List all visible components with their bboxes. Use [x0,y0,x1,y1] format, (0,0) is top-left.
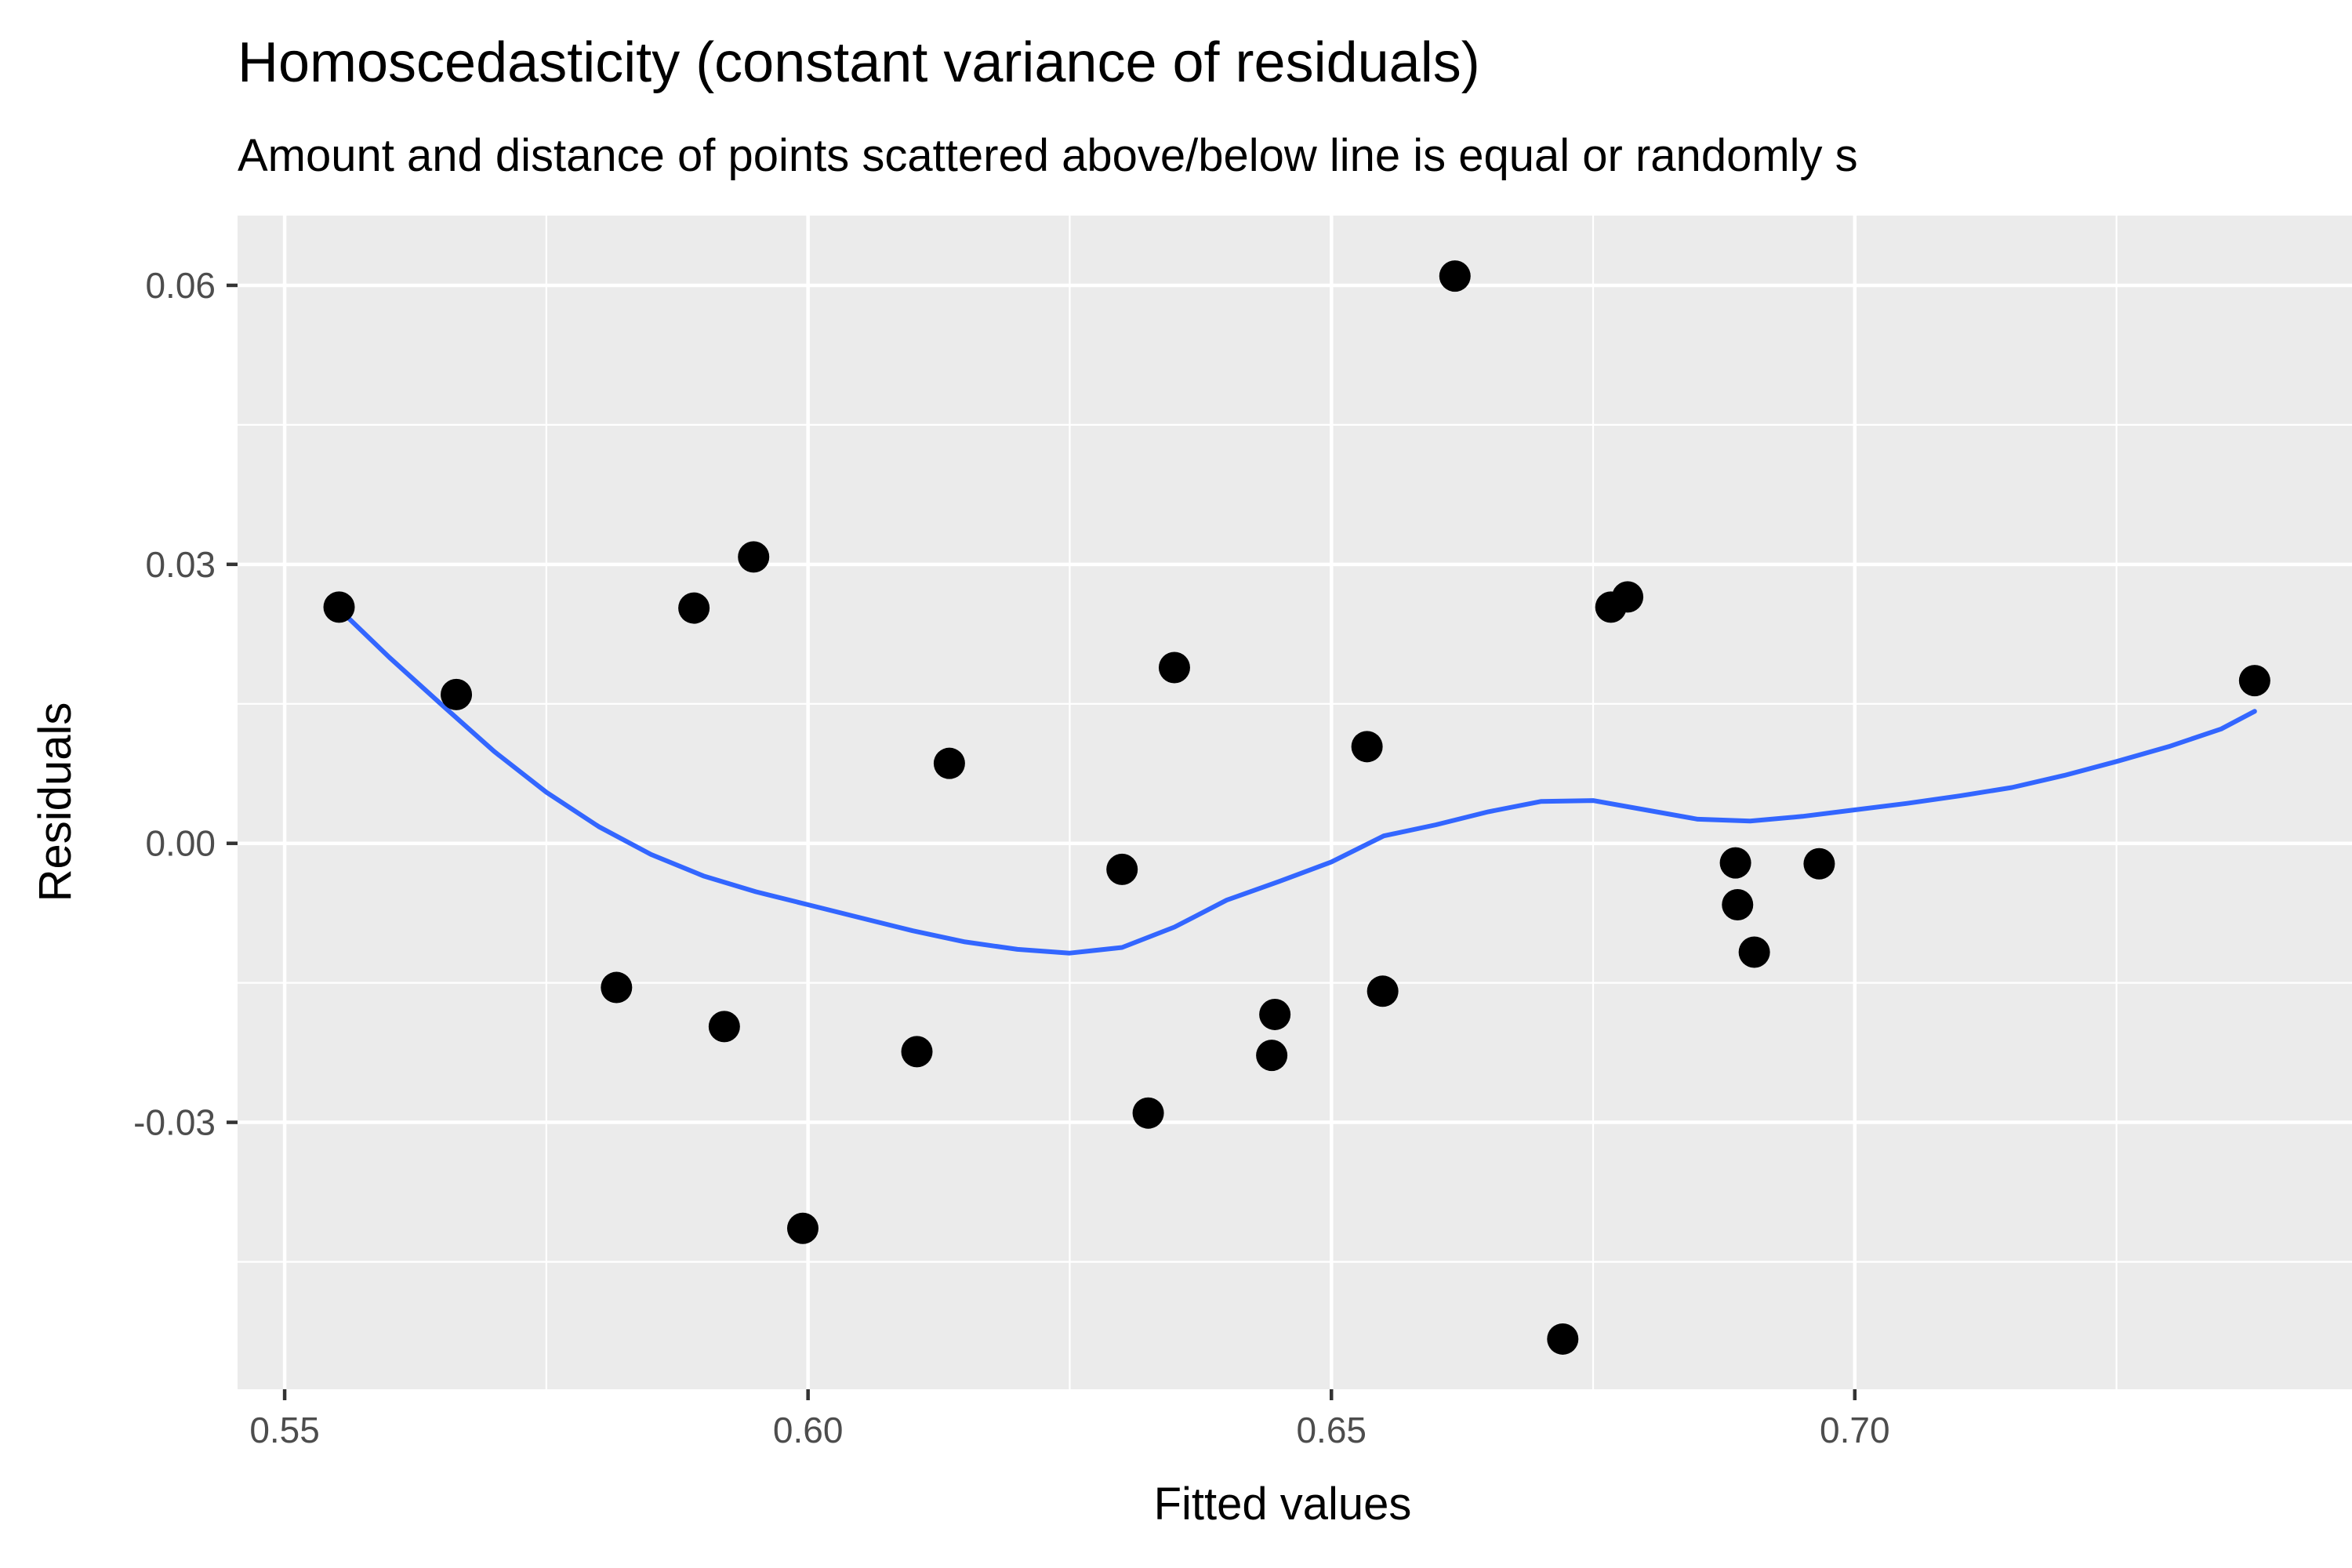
residual-point [1738,936,1770,968]
residual-point [1106,853,1138,885]
minor-gridlines [238,216,2352,1389]
residual-point [933,747,965,779]
residual-point [708,1011,740,1043]
x-axis: 0.55 0.60 0.65 0.70 [249,1389,1890,1450]
residual-point [601,971,633,1004]
y-tick-label: 0.03 [145,544,216,585]
x-tick-label: 0.65 [1296,1410,1367,1450]
residual-point [678,592,710,624]
residual-point [738,541,770,573]
smooth-trend-line [336,606,2257,956]
plot-panel [238,216,2352,1389]
residual-point [1719,847,1751,879]
y-axis-title: Residuals [30,702,81,902]
x-tick-label: 0.70 [1820,1410,1890,1450]
y-tick-label: 0.00 [145,823,216,864]
smooth-line-layer [336,606,2257,956]
points-layer [323,260,2270,1355]
residual-point [1803,848,1835,880]
chart-title: Homoscedasticity (constant variance of r… [238,31,1480,94]
residual-point [2238,665,2270,697]
x-tick-label: 0.55 [249,1410,320,1450]
residual-point [1132,1097,1164,1129]
residual-point [441,678,473,710]
major-gridlines [238,216,2352,1389]
residual-point [1259,998,1291,1030]
x-axis-title: Fitted values [1154,1479,1412,1530]
residual-point [786,1212,818,1244]
residual-point [1612,581,1644,613]
residual-point [901,1036,933,1068]
residual-point [1351,731,1383,763]
y-tick-label: 0.06 [145,265,216,306]
residual-point [1547,1323,1579,1355]
residual-point [1439,260,1471,292]
residual-point [1256,1040,1288,1072]
x-tick-label: 0.60 [773,1410,844,1450]
y-tick-label: -0.03 [133,1102,216,1143]
residual-point [1722,888,1754,920]
residual-point [1158,652,1190,684]
y-axis: -0.03 0.00 0.03 0.06 [133,265,238,1143]
residual-point [323,591,355,623]
residual-point [1367,975,1399,1007]
chart-subtitle: Amount and distance of points scattered … [238,130,1858,181]
